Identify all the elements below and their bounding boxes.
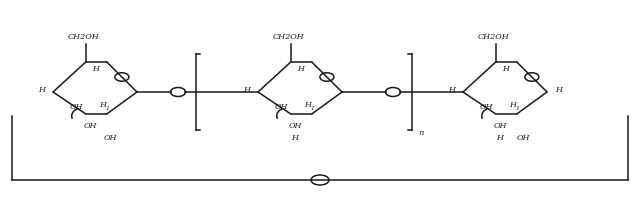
Text: H: H (497, 134, 504, 142)
Text: CH2OH: CH2OH (273, 33, 305, 41)
Text: H: H (297, 65, 304, 73)
Ellipse shape (320, 73, 334, 81)
Text: n: n (418, 129, 424, 137)
Text: 1: 1 (106, 105, 110, 110)
Text: OH: OH (288, 122, 301, 130)
Ellipse shape (385, 87, 401, 97)
Text: 1: 1 (311, 105, 315, 110)
Text: 1: 1 (516, 105, 520, 110)
Text: CH2OH: CH2OH (478, 33, 509, 41)
Text: H: H (448, 86, 455, 94)
Text: H: H (243, 86, 250, 94)
Text: H: H (509, 101, 516, 109)
Text: H: H (304, 101, 311, 109)
Text: H: H (99, 101, 106, 109)
Text: OH: OH (103, 134, 116, 142)
Text: H: H (38, 86, 45, 94)
Text: OH: OH (493, 122, 507, 130)
Ellipse shape (115, 73, 129, 81)
Text: OH: OH (275, 103, 288, 111)
Text: CH2OH: CH2OH (68, 33, 100, 41)
Text: H: H (291, 134, 298, 142)
Text: OH: OH (83, 122, 97, 130)
Ellipse shape (311, 175, 329, 185)
Text: OH: OH (479, 103, 493, 111)
Ellipse shape (170, 87, 186, 97)
Text: H: H (555, 86, 562, 94)
Text: H: H (502, 65, 509, 73)
Ellipse shape (525, 73, 539, 81)
Text: OH: OH (69, 103, 83, 111)
Text: OH: OH (516, 134, 530, 142)
Text: H: H (92, 65, 99, 73)
